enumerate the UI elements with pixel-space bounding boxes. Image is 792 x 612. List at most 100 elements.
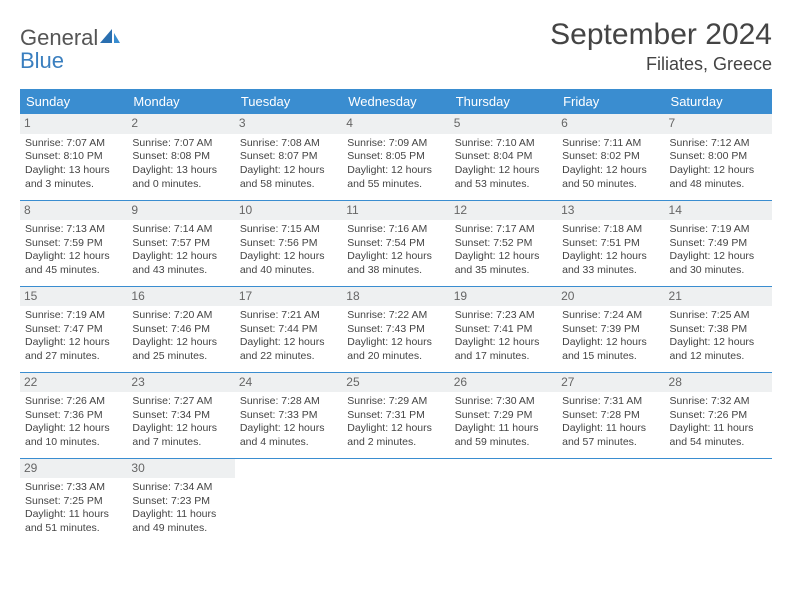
day-number: 2 bbox=[127, 114, 234, 134]
day-cell: 7Sunrise: 7:12 AMSunset: 8:00 PMDaylight… bbox=[665, 114, 772, 200]
day-number: 8 bbox=[20, 201, 127, 221]
cell-day1: Daylight: 12 hours bbox=[25, 422, 123, 436]
cell-day1: Daylight: 12 hours bbox=[25, 250, 123, 264]
cell-day1: Daylight: 12 hours bbox=[455, 336, 553, 350]
cell-sunset: Sunset: 7:38 PM bbox=[670, 323, 768, 337]
cell-sunrise: Sunrise: 7:26 AM bbox=[25, 395, 123, 409]
day-number: 3 bbox=[235, 114, 342, 134]
cell-sunrise: Sunrise: 7:13 AM bbox=[25, 223, 123, 237]
cell-sunset: Sunset: 7:44 PM bbox=[240, 323, 338, 337]
cell-day2: and 51 minutes. bbox=[25, 522, 123, 536]
day-number: 20 bbox=[557, 287, 664, 307]
cell-sunrise: Sunrise: 7:21 AM bbox=[240, 309, 338, 323]
cell-day2: and 20 minutes. bbox=[347, 350, 445, 364]
day-cell: 9Sunrise: 7:14 AMSunset: 7:57 PMDaylight… bbox=[127, 200, 234, 286]
day-names-row: Sunday Monday Tuesday Wednesday Thursday… bbox=[20, 89, 772, 114]
day-cell: 17Sunrise: 7:21 AMSunset: 7:44 PMDayligh… bbox=[235, 286, 342, 372]
day-cell: 20Sunrise: 7:24 AMSunset: 7:39 PMDayligh… bbox=[557, 286, 664, 372]
day-cell: 6Sunrise: 7:11 AMSunset: 8:02 PMDaylight… bbox=[557, 114, 664, 200]
day-cell: 21Sunrise: 7:25 AMSunset: 7:38 PMDayligh… bbox=[665, 286, 772, 372]
cell-sunset: Sunset: 7:23 PM bbox=[132, 495, 230, 509]
cell-day1: Daylight: 12 hours bbox=[562, 336, 660, 350]
cell-sunset: Sunset: 7:49 PM bbox=[670, 237, 768, 251]
day-number: 11 bbox=[342, 201, 449, 221]
day-cell: 13Sunrise: 7:18 AMSunset: 7:51 PMDayligh… bbox=[557, 200, 664, 286]
day-number: 16 bbox=[127, 287, 234, 307]
cell-day1: Daylight: 12 hours bbox=[132, 422, 230, 436]
day-number: 28 bbox=[665, 373, 772, 393]
cell-day1: Daylight: 13 hours bbox=[25, 164, 123, 178]
cell-day2: and 15 minutes. bbox=[562, 350, 660, 364]
cell-sunrise: Sunrise: 7:16 AM bbox=[347, 223, 445, 237]
cell-sunrise: Sunrise: 7:31 AM bbox=[562, 395, 660, 409]
cell-day2: and 27 minutes. bbox=[25, 350, 123, 364]
cell-sunset: Sunset: 7:28 PM bbox=[562, 409, 660, 423]
cell-day1: Daylight: 12 hours bbox=[455, 250, 553, 264]
day-number: 25 bbox=[342, 373, 449, 393]
day-cell: 10Sunrise: 7:15 AMSunset: 7:56 PMDayligh… bbox=[235, 200, 342, 286]
dayname-thu: Thursday bbox=[450, 89, 557, 114]
cell-day2: and 38 minutes. bbox=[347, 264, 445, 278]
day-cell: 2Sunrise: 7:07 AMSunset: 8:08 PMDaylight… bbox=[127, 114, 234, 200]
week-row: 8Sunrise: 7:13 AMSunset: 7:59 PMDaylight… bbox=[20, 200, 772, 286]
month-title: September 2024 bbox=[550, 18, 772, 52]
cell-day2: and 33 minutes. bbox=[562, 264, 660, 278]
cell-sunset: Sunset: 7:47 PM bbox=[25, 323, 123, 337]
cell-day1: Daylight: 12 hours bbox=[240, 164, 338, 178]
logo-line1: General bbox=[20, 25, 98, 50]
cell-sunrise: Sunrise: 7:19 AM bbox=[25, 309, 123, 323]
cell-day1: Daylight: 12 hours bbox=[132, 336, 230, 350]
cell-sunset: Sunset: 7:29 PM bbox=[455, 409, 553, 423]
day-cell: 22Sunrise: 7:26 AMSunset: 7:36 PMDayligh… bbox=[20, 372, 127, 458]
cell-day1: Daylight: 12 hours bbox=[670, 164, 768, 178]
cell-day2: and 58 minutes. bbox=[240, 178, 338, 192]
day-cell: 5Sunrise: 7:10 AMSunset: 8:04 PMDaylight… bbox=[450, 114, 557, 200]
cell-day1: Daylight: 11 hours bbox=[132, 508, 230, 522]
cell-sunrise: Sunrise: 7:27 AM bbox=[132, 395, 230, 409]
cell-sunrise: Sunrise: 7:07 AM bbox=[132, 137, 230, 151]
dayname-tue: Tuesday bbox=[235, 89, 342, 114]
cell-day1: Daylight: 12 hours bbox=[347, 336, 445, 350]
day-number: 10 bbox=[235, 201, 342, 221]
cell-day1: Daylight: 12 hours bbox=[347, 250, 445, 264]
cell-day2: and 2 minutes. bbox=[347, 436, 445, 450]
day-cell bbox=[342, 458, 449, 544]
day-number: 4 bbox=[342, 114, 449, 134]
dayname-sun: Sunday bbox=[20, 89, 127, 114]
cell-day1: Daylight: 12 hours bbox=[562, 250, 660, 264]
cell-sunrise: Sunrise: 7:29 AM bbox=[347, 395, 445, 409]
day-cell: 19Sunrise: 7:23 AMSunset: 7:41 PMDayligh… bbox=[450, 286, 557, 372]
cell-day2: and 17 minutes. bbox=[455, 350, 553, 364]
calendar-grid: Sunday Monday Tuesday Wednesday Thursday… bbox=[20, 89, 772, 544]
day-number: 9 bbox=[127, 201, 234, 221]
cell-sunrise: Sunrise: 7:11 AM bbox=[562, 137, 660, 151]
day-cell: 12Sunrise: 7:17 AMSunset: 7:52 PMDayligh… bbox=[450, 200, 557, 286]
day-cell: 24Sunrise: 7:28 AMSunset: 7:33 PMDayligh… bbox=[235, 372, 342, 458]
cell-day2: and 35 minutes. bbox=[455, 264, 553, 278]
day-cell: 25Sunrise: 7:29 AMSunset: 7:31 PMDayligh… bbox=[342, 372, 449, 458]
day-number: 13 bbox=[557, 201, 664, 221]
day-number: 29 bbox=[20, 459, 127, 479]
day-cell: 27Sunrise: 7:31 AMSunset: 7:28 PMDayligh… bbox=[557, 372, 664, 458]
cell-sunset: Sunset: 8:04 PM bbox=[455, 150, 553, 164]
cell-sunset: Sunset: 7:31 PM bbox=[347, 409, 445, 423]
cell-sunrise: Sunrise: 7:09 AM bbox=[347, 137, 445, 151]
cell-day1: Daylight: 12 hours bbox=[240, 422, 338, 436]
cell-sunset: Sunset: 7:33 PM bbox=[240, 409, 338, 423]
day-number: 14 bbox=[665, 201, 772, 221]
cell-sunrise: Sunrise: 7:14 AM bbox=[132, 223, 230, 237]
cell-sunrise: Sunrise: 7:19 AM bbox=[670, 223, 768, 237]
cell-sunrise: Sunrise: 7:18 AM bbox=[562, 223, 660, 237]
day-number: 21 bbox=[665, 287, 772, 307]
day-cell bbox=[235, 458, 342, 544]
cell-sunset: Sunset: 7:39 PM bbox=[562, 323, 660, 337]
dayname-wed: Wednesday bbox=[342, 89, 449, 114]
day-cell: 14Sunrise: 7:19 AMSunset: 7:49 PMDayligh… bbox=[665, 200, 772, 286]
day-number: 26 bbox=[450, 373, 557, 393]
day-number: 19 bbox=[450, 287, 557, 307]
day-number: 22 bbox=[20, 373, 127, 393]
week-row: 1Sunrise: 7:07 AMSunset: 8:10 PMDaylight… bbox=[20, 114, 772, 200]
cell-sunrise: Sunrise: 7:08 AM bbox=[240, 137, 338, 151]
cell-day1: Daylight: 12 hours bbox=[455, 164, 553, 178]
cell-sunset: Sunset: 7:54 PM bbox=[347, 237, 445, 251]
